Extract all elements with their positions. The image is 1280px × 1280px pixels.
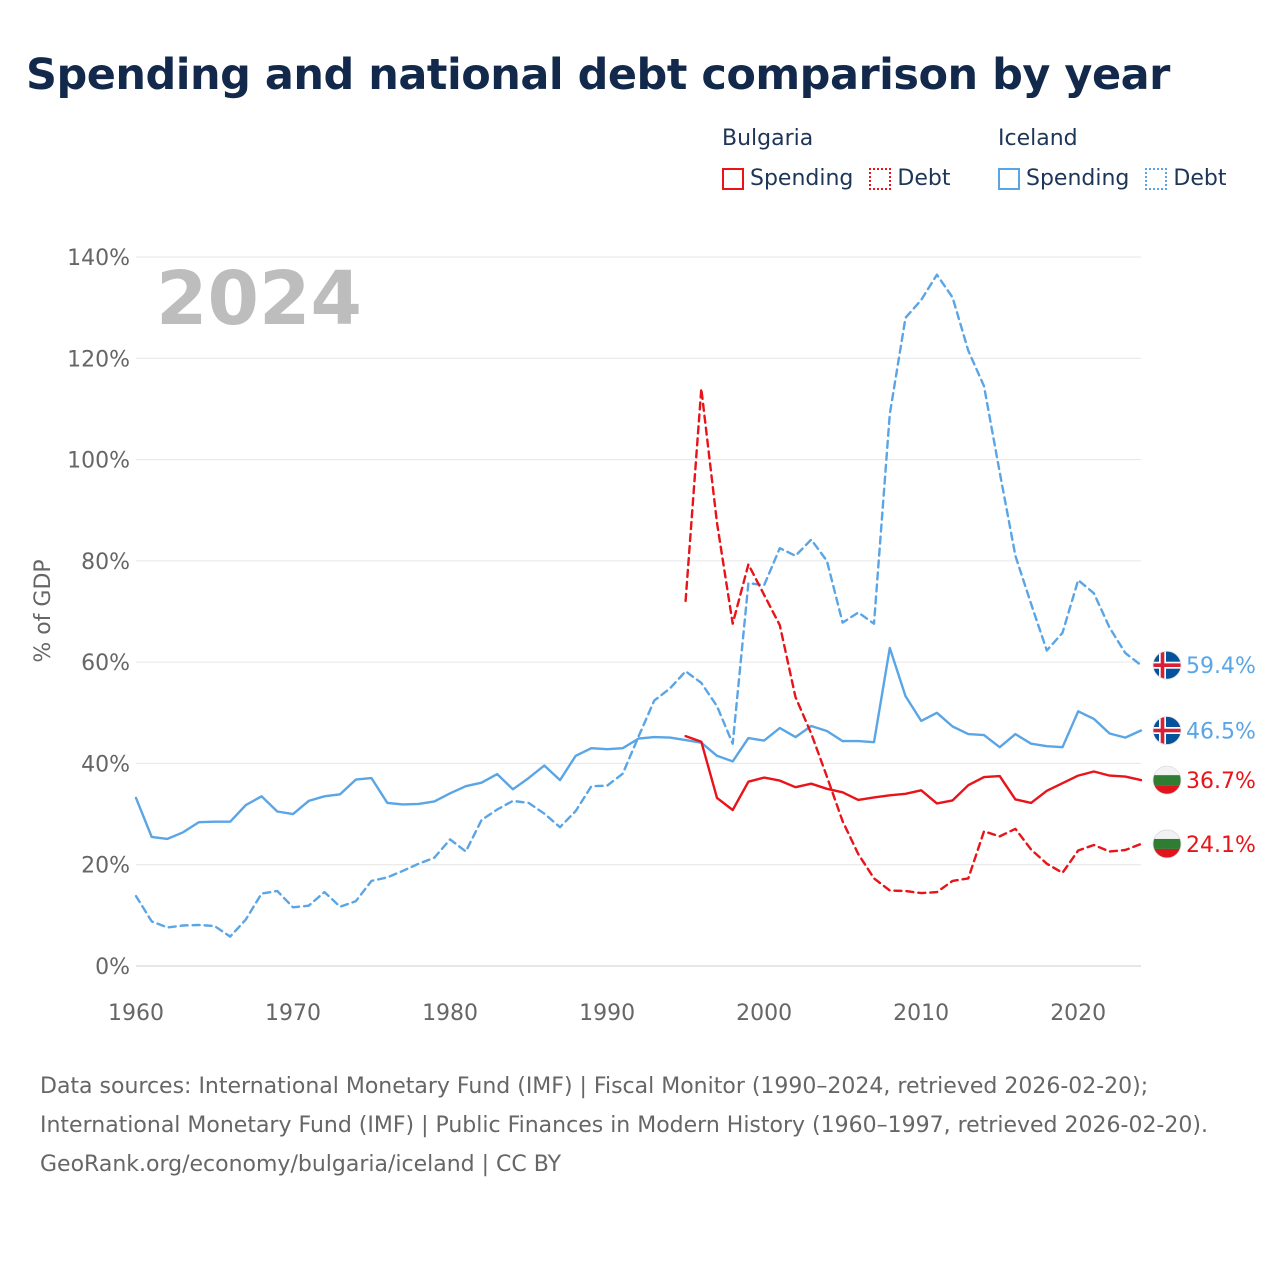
legend-item-iceland-spending[interactable]: Spending (998, 166, 1129, 191)
legend-group-iceland: Iceland Spending Debt (998, 124, 1242, 191)
legend-swatch-dotted-icon (1145, 167, 1168, 190)
series-lines (134, 273, 1143, 938)
end-value-label: 59.4% (1186, 654, 1256, 679)
iceland-flag-icon (1153, 716, 1181, 745)
end-value-label: 36.7% (1186, 769, 1256, 794)
x-tick-label: 1980 (422, 1001, 478, 1026)
legend-item-label: Spending (750, 166, 854, 191)
bulgaria-flag-icon (1153, 766, 1181, 795)
end-value-label: 46.5% (1186, 720, 1256, 745)
series-line-bulgaria-debt[interactable] (684, 387, 1143, 895)
y-tick-label: 140% (67, 246, 130, 271)
y-tick-label: 80% (81, 550, 130, 575)
x-tick-label: 2010 (893, 1001, 949, 1026)
legend-item-iceland-debt[interactable]: Debt (1145, 166, 1226, 191)
bulgaria-flag-icon (1153, 829, 1181, 858)
iceland-flag-icon (1153, 651, 1181, 680)
flag-ring (1152, 716, 1182, 745)
legend-item-bulgaria-debt[interactable]: Debt (869, 166, 950, 191)
end-value-label: 24.1% (1186, 833, 1256, 858)
line-chart: 2024 0% 20% 40% 60% 80% 100% 120% 140% 1960 1970… (31, 246, 1256, 1026)
flag-ring (1152, 829, 1182, 859)
x-tick-label: 1990 (579, 1001, 635, 1026)
series-line-bulgaria-spending[interactable] (684, 734, 1143, 812)
legend-item-label: Debt (1173, 166, 1227, 191)
legend-swatch-solid-icon (998, 167, 1020, 190)
x-tick-label: 1970 (265, 1001, 321, 1026)
legend-item-label: Spending (1026, 166, 1130, 191)
y-tick-label: 20% (81, 854, 130, 879)
legend-swatch-dotted-icon (869, 167, 892, 190)
source-note: Data sources: International Monetary Fun… (40, 1074, 1208, 1138)
chart-title: Spending and national debt comparison by… (26, 50, 1170, 100)
y-tick-label: 120% (67, 347, 130, 372)
y-axis: 0% 20% 40% 60% 80% 100% 120% 140% (67, 246, 130, 980)
legend-group-label: Iceland (998, 126, 1078, 151)
x-tick-label: 2000 (736, 1001, 792, 1026)
y-tick-label: 0% (95, 955, 130, 980)
grid (136, 256, 1141, 967)
series-line-iceland-spending[interactable] (134, 646, 1143, 841)
legend-group-label: Bulgaria (722, 126, 814, 151)
series-line-iceland-debt[interactable] (134, 273, 1143, 938)
credit-link[interactable]: GeoRank.org/economy/bulgaria/iceland | C… (40, 1152, 562, 1177)
legend-item-bulgaria-spending[interactable]: Spending (722, 166, 853, 191)
x-axis: 1960 1970 1980 1990 2000 2010 2020 (108, 1001, 1106, 1026)
legend-swatch-solid-icon (722, 167, 744, 190)
legend-item-label: Debt (897, 166, 951, 191)
x-tick-label: 1960 (108, 1001, 164, 1026)
flag-ring (1152, 765, 1182, 795)
y-tick-label: 100% (67, 449, 130, 474)
footer: Data sources: International Monetary Fun… (40, 1067, 1240, 1184)
legend-group-bulgaria: Bulgaria Spending Debt (722, 124, 966, 191)
flag-ring (1152, 650, 1182, 680)
y-tick-label: 60% (81, 651, 130, 676)
end-labels: 59.4% 46.5% 36.7% 24.1% (1152, 650, 1256, 859)
y-axis-label: % of GDP (31, 559, 56, 662)
x-tick-label: 2020 (1050, 1001, 1106, 1026)
y-tick-label: 40% (81, 752, 130, 777)
year-watermark: 2024 (156, 256, 362, 342)
